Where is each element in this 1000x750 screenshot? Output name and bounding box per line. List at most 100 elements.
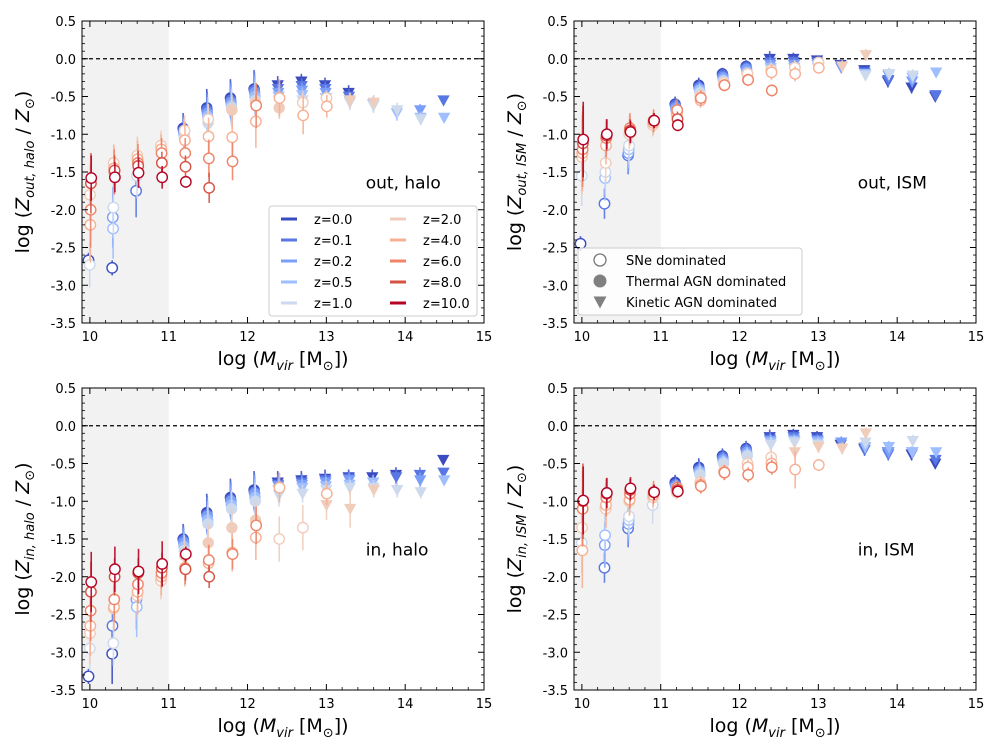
point-sne-dominated: [179, 563, 192, 576]
x-tick-label: 12: [239, 697, 256, 712]
point-sne-dominated: [789, 67, 802, 80]
panel-label: in, ISM: [858, 541, 915, 561]
point-sne-dominated: [108, 563, 121, 576]
x-tick-label: 11: [160, 330, 177, 345]
point-sne-dominated: [297, 109, 310, 122]
point-sne-dominated: [106, 619, 119, 632]
shaded-region: [82, 388, 169, 690]
legend-entry-label: z=2.0: [423, 213, 461, 228]
point-kinetic-agn-dominated: [835, 61, 849, 73]
y-tick-label: -1.5: [543, 533, 568, 548]
point-sne-dominated: [718, 79, 731, 92]
legend-entry-label: Kinetic AGN dominated: [626, 296, 777, 311]
point-kinetic-agn-dominated: [437, 475, 451, 487]
point-kinetic-agn-dominated: [929, 447, 943, 459]
point-kinetic-agn-dominated: [390, 105, 404, 117]
y-tick-label: -0.5: [543, 458, 568, 473]
point-sne-dominated: [273, 533, 286, 545]
point-sne-dominated: [812, 459, 825, 471]
point-kinetic-agn-dominated: [929, 90, 942, 102]
point-sne-dominated: [132, 166, 145, 179]
x-tick-label: 15: [968, 697, 985, 712]
legend-entry-label: z=6.0: [423, 255, 461, 270]
x-tick-label: 10: [82, 697, 99, 712]
point-kinetic-agn-dominated: [906, 435, 919, 448]
point-thermal-agn-dominated: [226, 521, 238, 534]
legend-marker-open-circle: [593, 253, 607, 267]
y-tick-label: -2.0: [51, 571, 76, 586]
point-sne-dominated: [600, 487, 613, 499]
y-tick-label: -3.5: [543, 317, 568, 332]
y-tick-label: -3.0: [543, 646, 568, 661]
data-layer: [82, 454, 451, 684]
x-tick-label: 11: [160, 697, 177, 712]
x-tick-label: 10: [574, 697, 591, 712]
panel-in-halo: 10 11 12 13 14 15 0.5 0.0 -0.5 -1.0 -1.5 -2.0 -2.5 -3…: [12, 382, 492, 741]
point-sne-dominated: [226, 155, 239, 168]
point-kinetic-agn-dominated: [343, 482, 357, 494]
legend-entry-label: SNe dominated: [626, 254, 726, 269]
x-tick-label: 15: [968, 330, 985, 345]
series-z=0.1: [130, 71, 450, 218]
x-tick-label: 15: [476, 330, 493, 345]
y-tick-label: -3.0: [51, 646, 76, 661]
series-z=10.0: [577, 101, 684, 178]
point-sne-dominated: [226, 548, 239, 560]
legend-entry-label: Thermal AGN dominated: [625, 275, 786, 290]
point-sne-dominated: [85, 576, 98, 588]
point-kinetic-agn-dominated: [367, 485, 380, 497]
point-sne-dominated: [108, 171, 121, 184]
legend-entry-label: z=0.1: [314, 234, 352, 249]
x-tick-label: 11: [652, 697, 669, 712]
x-tick-label: 13: [810, 330, 827, 345]
legend-entry-label: z=10.0: [423, 297, 470, 312]
legend-redshift: z=0.0 z=0.1 z=0.2 z=0.5 z=1.0 z=2.0 z=4.0 z=6.0…: [268, 205, 478, 317]
panel-label: in, halo: [366, 541, 429, 561]
legend-entry-label: z=8.0: [423, 276, 461, 291]
point-sne-dominated: [273, 92, 286, 104]
point-kinetic-agn-dominated: [929, 67, 943, 79]
point-sne-dominated: [107, 637, 120, 650]
y-tick-label: -1.0: [51, 495, 76, 510]
y-tick-label: -0.5: [543, 91, 568, 106]
point-sne-dominated: [742, 73, 755, 86]
y-tick-label: -2.0: [51, 204, 76, 219]
legend-marker-filled-circle: [593, 274, 607, 288]
shaded-region: [574, 388, 661, 690]
point-sne-dominated: [671, 485, 684, 498]
x-axis-label: log (Mvir [M⊙]): [709, 715, 840, 741]
x-tick-label: 13: [810, 697, 827, 712]
legend-entry-label: z=1.0: [314, 297, 352, 312]
y-tick-label: 0.0: [547, 420, 568, 435]
y-tick-label: -1.5: [543, 166, 568, 181]
point-sne-dominated: [85, 172, 98, 184]
y-tick-label: -0.5: [51, 91, 76, 106]
x-tick-label: 15: [476, 697, 493, 712]
y-tick-label: -2.5: [543, 609, 568, 624]
point-sne-dominated: [600, 128, 613, 141]
point-sne-dominated: [320, 100, 333, 113]
point-kinetic-agn-dominated: [367, 97, 380, 109]
x-tick-label: 13: [318, 697, 335, 712]
point-sne-dominated: [765, 461, 778, 474]
y-tick-label: -3.5: [51, 684, 76, 699]
y-tick-label: -0.5: [51, 458, 76, 473]
point-sne-dominated: [106, 647, 119, 660]
point-kinetic-agn-dominated: [390, 485, 404, 497]
point-kinetic-agn-dominated: [859, 70, 872, 82]
point-sne-dominated: [156, 171, 169, 184]
point-sne-dominated: [226, 131, 239, 144]
y-axis-label: log (Zin, ISM / Z⊙): [504, 465, 530, 614]
point-sne-dominated: [296, 521, 309, 534]
y-tick-label: 0.0: [547, 53, 568, 68]
point-kinetic-agn-dominated: [414, 114, 427, 126]
point-kinetic-agn-dominated: [859, 50, 872, 62]
point-kinetic-agn-dominated: [835, 443, 849, 455]
y-tick-label: -2.5: [543, 242, 568, 257]
panel-out-halo: 10 11 12 13 14 15 0.5 0.0 -0.5 -1.0 -1.5 -2.0 -2.5 -3…: [12, 15, 492, 374]
point-sne-dominated: [202, 554, 215, 567]
point-sne-dominated: [106, 261, 119, 274]
point-kinetic-agn-dominated: [343, 503, 357, 516]
data-layer: [82, 70, 451, 288]
y-tick-label: 0.5: [55, 382, 76, 397]
